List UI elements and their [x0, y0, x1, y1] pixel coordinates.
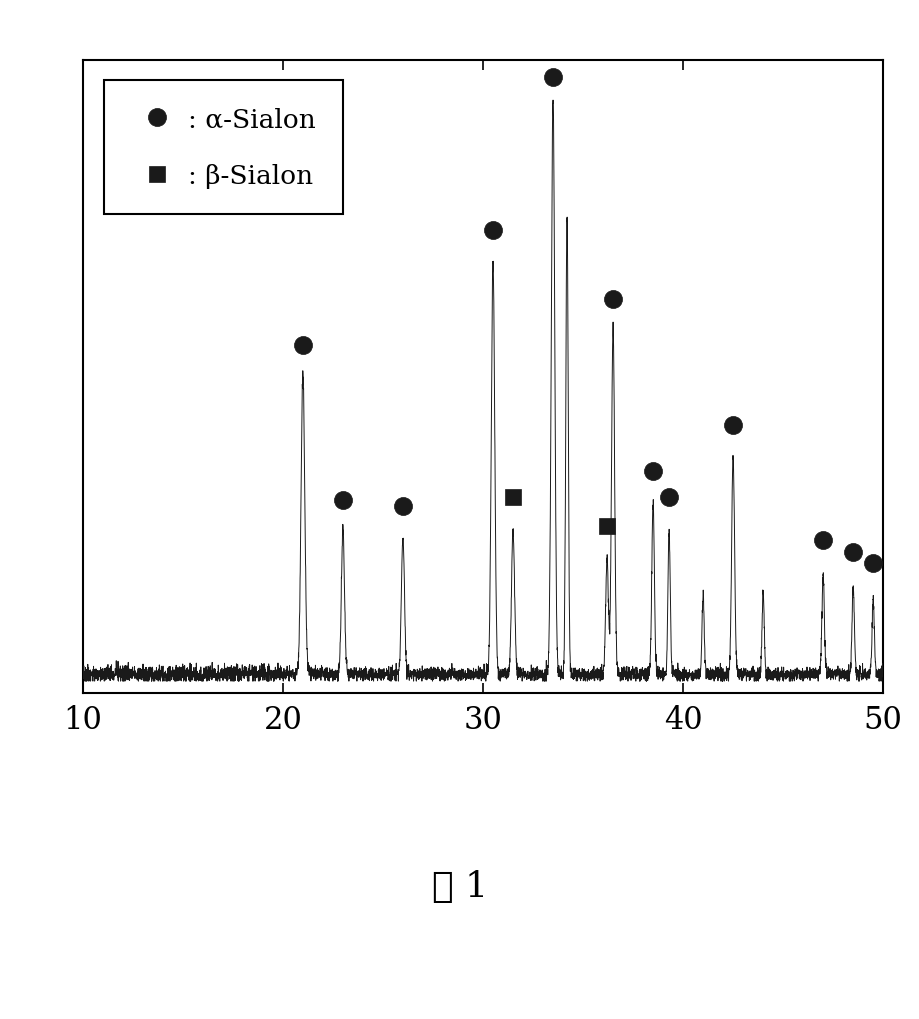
Text: 图 1: 图 1 — [431, 869, 488, 904]
Legend: : α-Sialon, : β-Sialon: : α-Sialon, : β-Sialon — [104, 81, 342, 215]
